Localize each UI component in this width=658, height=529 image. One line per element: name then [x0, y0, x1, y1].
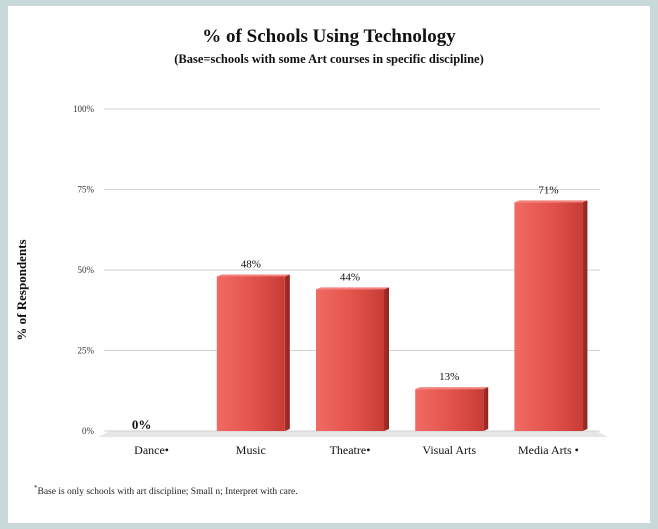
bar-top	[216, 274, 290, 277]
bar	[415, 389, 484, 431]
y-tick-label: 100%	[73, 104, 95, 114]
x-category-label: Theatre•	[330, 443, 371, 457]
data-label: 0%	[132, 417, 152, 432]
y-tick-label: 75%	[78, 185, 95, 195]
y-tick-label: 25%	[78, 346, 95, 356]
x-category-label: Media Arts •	[518, 443, 579, 457]
x-category-label: Visual Arts	[422, 443, 476, 457]
bar-side	[582, 200, 588, 431]
chart-floor	[98, 431, 608, 437]
footnote-marker: *	[34, 484, 38, 492]
data-label: 48%	[241, 258, 261, 270]
bar	[316, 289, 384, 431]
bar-top	[316, 287, 389, 290]
y-tick-label: 50%	[78, 265, 95, 275]
data-label: 71%	[538, 184, 558, 196]
bar-side	[483, 387, 489, 431]
bar	[216, 276, 285, 431]
chart-title: % of Schools Using Technology	[202, 26, 456, 47]
bar-top	[415, 387, 489, 390]
bar	[514, 202, 583, 431]
footnote-text: Base is only schools with art discipline…	[37, 487, 298, 498]
x-category-label: Music	[236, 443, 266, 457]
data-label: 44%	[340, 271, 360, 283]
bar-top	[514, 200, 588, 203]
x-category-label: Dance•	[134, 443, 169, 457]
chart-subtitle: (Base=schools with some Art courses in s…	[174, 52, 484, 66]
data-label: 13%	[439, 371, 459, 383]
footnote: *Base is only schools with art disciplin…	[34, 484, 298, 497]
y-tick-label: 0%	[82, 426, 95, 436]
bar-side	[384, 287, 389, 431]
bar-side	[284, 274, 290, 431]
